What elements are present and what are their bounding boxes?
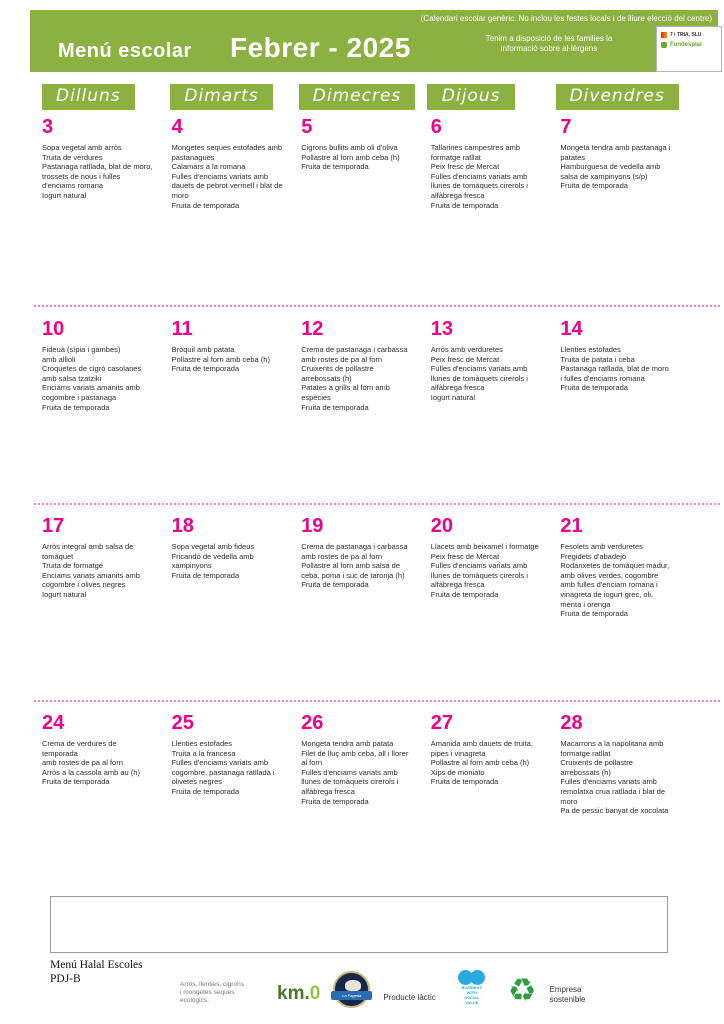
brand-logo: 7 i TRIA, SLU Fundesplai (656, 26, 722, 72)
day-cell: 11 Bròquil amb patata Pollastre al forn a… (172, 318, 296, 412)
menu-items: Bròquil amb patata Pollastre al forn amb… (171, 345, 270, 374)
recycle-icon: ♻ (507, 972, 537, 1008)
menu-items: Crema de verdures de temporada amb roste… (42, 739, 140, 787)
day-cell: 4 Mongetes seques estofades amb pastanagu… (172, 116, 296, 210)
menu-items: Amanida amb dauets de truita, pipes i vi… (430, 739, 533, 787)
weekday-header-wednesday: Dimecres (298, 84, 416, 110)
weekday-header-row: Dilluns Dimarts Dimecres Dijous Divendre… (42, 84, 684, 110)
tria-logo-icon (661, 32, 667, 38)
allergen-note: Tenim a disposició de les families la in… (485, 34, 613, 54)
business-social-value-icon: BUSINESS WITH SOCIAL VALUE (449, 970, 495, 1005)
day-cell: 19 Crema de pastanaga i carbassa amb rost… (301, 515, 425, 619)
menu-items: Sopa vegetal amb arròs Truita de verdure… (42, 143, 153, 200)
menu-items: Mongeta tendra amb patata Filet de lluç … (301, 739, 409, 806)
day-number: 3 (42, 116, 54, 138)
la-fageda-badge-icon: La Fageda (331, 970, 373, 1008)
day-cell: 26 Mongeta tendra amb patata Filet de llu… (301, 712, 425, 816)
day-number: 4 (171, 116, 183, 138)
day-number: 13 (430, 318, 454, 340)
day-number: 26 (301, 712, 324, 734)
week-separator (34, 503, 720, 505)
day-cell: 28 Macarrons a la napolitana amb formatge… (560, 712, 684, 816)
fundesplai-logo-icon (661, 42, 667, 48)
menu-items: Crema de pastanaga i carbassa amb rostes… (301, 345, 408, 412)
menu-items: Mongetes seques estofades amb pastanague… (171, 143, 283, 210)
week-separator (34, 305, 720, 307)
day-cell: 18 Sopa vegetal amb fideus Fricandó de ve… (172, 515, 296, 619)
menu-items: Llenties estofades Truita de patata i ce… (560, 345, 669, 393)
day-number: 5 (301, 116, 313, 138)
footer-logos: Arròs, llenties, cigrons i mongetes sequ… (180, 955, 586, 1017)
notes-box (50, 896, 668, 953)
week-row-3: 17 Arròs integral amb salsa de tomàquet T… (42, 515, 684, 619)
day-cell: 5 Cigrons bullits amb oli d'oliva Pollast… (301, 116, 425, 210)
day-number: 6 (430, 116, 442, 138)
menu-items: Fesolets amb verduretes Fregidets d'abad… (560, 542, 670, 619)
tria-logo-label: 7 i TRIA, SLU (670, 32, 702, 38)
week-row-2: 10 Fideuà (sípia i gambes) amb allioli Cr… (42, 318, 684, 412)
menu-items: Arròs amb verduretes Peix fresc de Merca… (430, 345, 528, 402)
day-cell: 12 Crema de pastanaga i carbassa amb rost… (301, 318, 425, 412)
day-number: 17 (42, 515, 65, 537)
day-number: 25 (171, 712, 194, 734)
day-number: 20 (430, 515, 454, 537)
weekday-header-thursday: Dijous (427, 84, 516, 110)
week-row-1: 3 Sopa vegetal amb arròs Truita de verdur… (42, 116, 684, 210)
fundesplai-logo-label: Fundesplai (670, 42, 702, 48)
day-cell: 27 Amanida amb dauets de truita, pipes i … (431, 712, 555, 816)
day-cell: 14 Llenties estofades Truita de patata i … (560, 318, 684, 412)
day-number: 12 (301, 318, 324, 340)
cow-icon (345, 979, 362, 991)
menu-items: Tallarines campestres amb formatge ratll… (430, 143, 528, 210)
day-cell: 7 Mongeta tendra amb pastanaga i patates … (560, 116, 684, 210)
day-cell: 3 Sopa vegetal amb arròs Truita de verdur… (42, 116, 166, 210)
day-number: 28 (560, 712, 583, 734)
day-cell: 21 Fesolets amb verduretes Fregidets d'ab… (560, 515, 684, 619)
week-separator (34, 700, 720, 702)
day-number: 18 (171, 515, 194, 537)
page-title: Menú escolar (58, 40, 192, 62)
la-fageda-ribbon: La Fageda (331, 990, 373, 1000)
business-social-value-label: BUSINESS WITH SOCIAL VALUE (461, 985, 483, 1005)
day-cell: 20 Llacets amb beixamel i formatge Peix f… (431, 515, 555, 619)
day-number: 7 (560, 116, 572, 138)
day-cell: 25 Llenties estofades Truita a la frances… (172, 712, 296, 816)
calendar-note: (Calendari escolar genèric. No inclou le… (420, 14, 712, 23)
menu-items: Llacets amb beixamel i formatge Peix fre… (430, 542, 539, 599)
day-cell: 10 Fideuà (sípia i gambes) amb allioli Cr… (42, 318, 166, 412)
km0-icon: km.0 (277, 983, 321, 1004)
day-cell: 17 Arròs integral amb salsa de tomàquet T… (42, 515, 166, 619)
menu-items: Llenties estofades Truita a la francesa … (171, 739, 275, 796)
day-number: 10 (42, 318, 65, 340)
dairy-product-label: Producte làctic (383, 992, 436, 1002)
sustainable-company-label: Empresa sostenible (549, 985, 586, 1004)
day-cell: 13 Arròs amb verduretes Peix fresc de Mer… (431, 318, 555, 412)
day-number: 24 (42, 712, 65, 734)
menu-items: Mongeta tendra amb pastanaga i patates H… (560, 143, 671, 191)
day-number: 14 (560, 318, 583, 340)
day-number: 21 (560, 515, 583, 537)
header-bar: (Calendari escolar genèric. No inclou le… (30, 10, 718, 72)
weekday-header-tuesday: Dimarts (170, 84, 273, 110)
day-number: 27 (430, 712, 454, 734)
day-cell: 24 Crema de verdures de temporada amb ros… (42, 712, 166, 816)
day-number: 19 (301, 515, 324, 537)
weekday-header-friday: Divendres (555, 84, 679, 110)
day-number: 11 (171, 318, 193, 340)
menu-items: Cigrons bullits amb oli d'oliva Pollastr… (301, 143, 400, 172)
menu-name: Menú Halal Escoles PDJ-B (50, 959, 143, 986)
menu-items: Sopa vegetal amb fideus Fricandó de vede… (171, 542, 255, 580)
week-row-4: 24 Crema de verdures de temporada amb ros… (42, 712, 684, 816)
menu-items: Arròs integral amb salsa de tomàquet Tru… (42, 542, 140, 599)
menu-items: Fideuà (sípia i gambes) amb allioli Croq… (42, 345, 142, 412)
menu-items: Macarrons a la napolitana amb formatge r… (560, 739, 669, 816)
month-title: Febrer - 2025 (230, 32, 411, 63)
menu-items: Crema de pastanaga i carbassa amb rostes… (301, 542, 408, 590)
day-cell: 6 Tallarines campestres amb formatge ratl… (431, 116, 555, 210)
eco-note: Arròs, llenties, cigrons i mongetes sequ… (180, 980, 244, 1005)
weekday-header-monday: Dilluns (42, 84, 135, 110)
